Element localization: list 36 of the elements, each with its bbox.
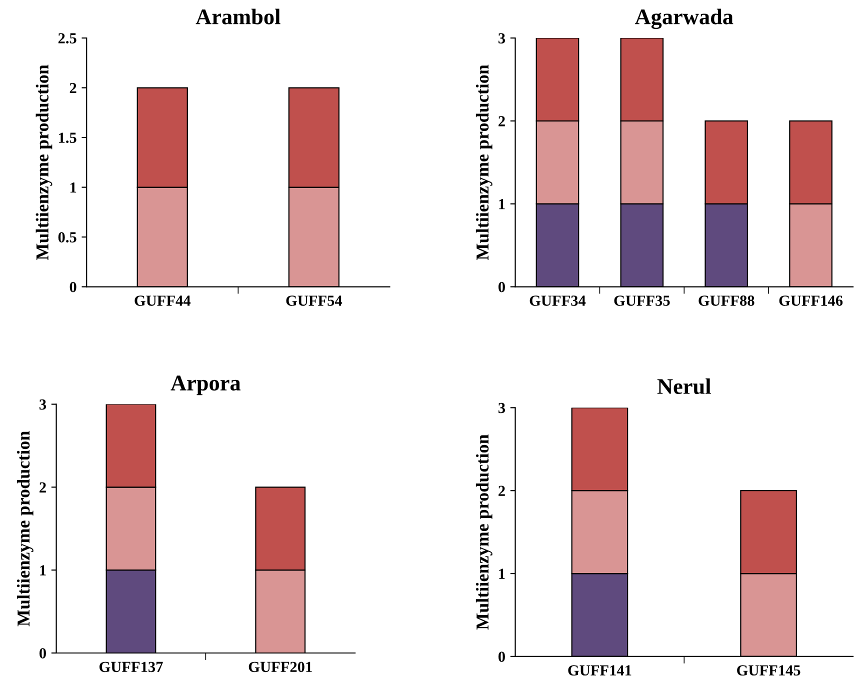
y-tick-label: 3 <box>498 33 506 44</box>
y-tick-label: 1 <box>499 199 505 210</box>
y-tick-label: 2.5 <box>58 33 76 44</box>
chart-title: Nerul <box>657 378 711 394</box>
x-tick-label: GUFF145 <box>737 665 800 676</box>
y-axis-title: Multiienzyme production <box>16 431 34 626</box>
x-tick-label: GUFF141 <box>568 665 632 676</box>
y-tick-label: 1.5 <box>59 132 76 144</box>
x-tick-label: GUFF201 <box>248 662 312 672</box>
x-tick-label: GUFF44 <box>134 296 191 306</box>
x-tick-label: GUFF88 <box>698 296 754 306</box>
y-axis-title: Multiienzyme production <box>476 434 492 630</box>
x-tick-label: GUFF146 <box>779 296 843 306</box>
x-tick-label: GUFF137 <box>99 662 163 672</box>
y-tick-label: 0 <box>40 648 46 658</box>
y-tick-label: 1 <box>499 568 505 579</box>
y-axis-title: Multiienzyme production <box>476 64 492 260</box>
y-tick-label: 1 <box>40 565 46 576</box>
chart-title: Arpora <box>170 376 241 396</box>
chart-title: Arambol <box>196 8 280 24</box>
y-tick-label: 0.5 <box>58 232 76 243</box>
chart-title: Agarwada <box>634 8 734 30</box>
y-tick-label: 2 <box>498 486 505 496</box>
y-tick-label: 0 <box>70 282 76 292</box>
x-tick-label: GUFF54 <box>286 296 342 306</box>
y-tick-label: 1 <box>70 182 76 193</box>
x-tick-label: GUFF35 <box>614 296 670 306</box>
y-tick-label: 2 <box>70 82 76 94</box>
x-tick-label: GUFF34 <box>530 296 586 306</box>
y-tick-label: 0 <box>498 652 505 662</box>
y-tick-label: 2 <box>498 116 505 126</box>
y-axis-title: Multiienzyme production <box>36 64 52 260</box>
y-tick-label: 0 <box>498 282 505 292</box>
y-tick-label: 2 <box>40 482 46 492</box>
y-tick-label: 3 <box>498 402 506 414</box>
y-tick-label: 3 <box>40 399 46 410</box>
